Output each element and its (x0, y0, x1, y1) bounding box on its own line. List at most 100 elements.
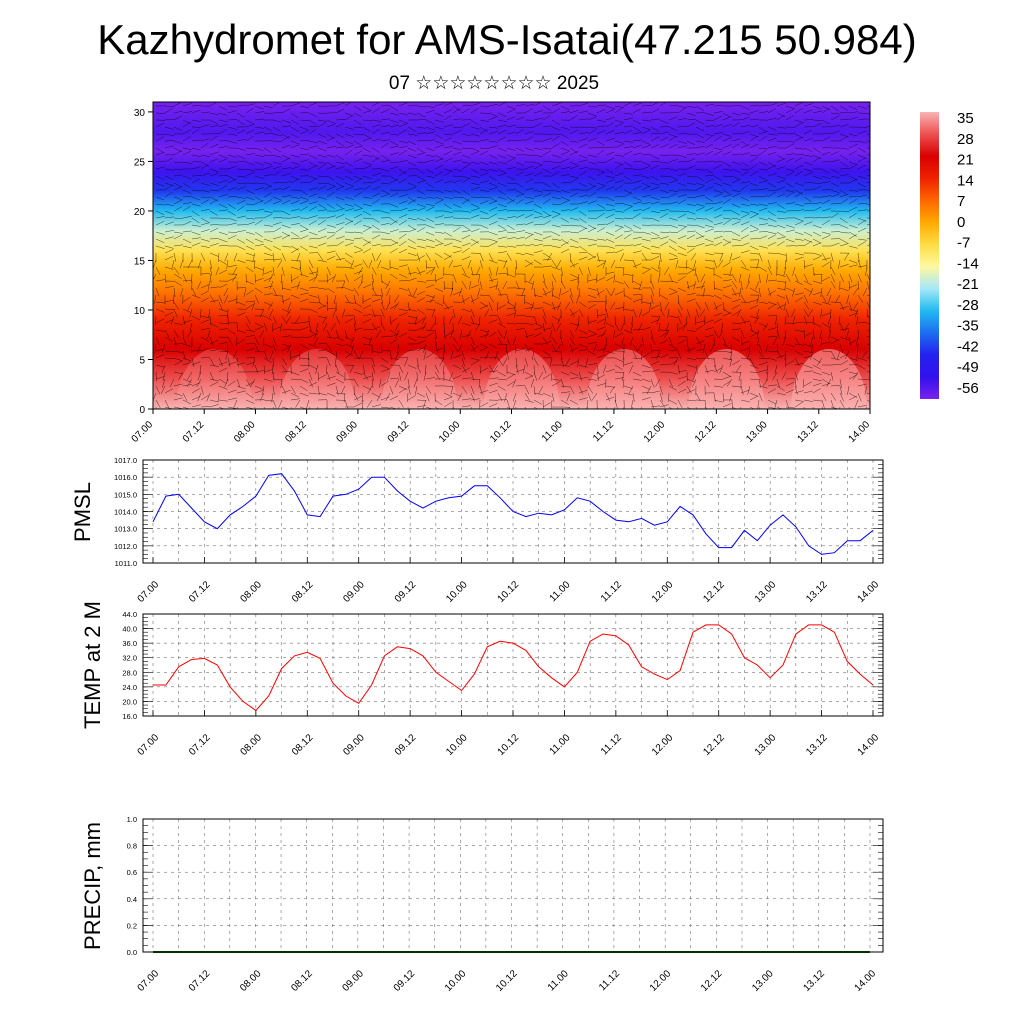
wind-barb (524, 231, 534, 236)
wind-barb (380, 322, 386, 332)
wind-barb (443, 133, 453, 136)
wind-barb (866, 161, 870, 163)
wind-barb (596, 223, 606, 226)
wind-barb (569, 115, 578, 121)
wind-barb (497, 168, 507, 174)
wind-barb (362, 227, 371, 233)
wind-barb (353, 294, 357, 304)
wind-barb (866, 315, 870, 317)
wind-barb (218, 231, 228, 236)
wind-barb (254, 343, 260, 353)
wind-barb (785, 294, 789, 304)
wind-barb (578, 217, 587, 224)
wind-barb (630, 399, 634, 409)
wind-barb (560, 167, 570, 170)
wind-barb (668, 258, 678, 261)
wind-barb (704, 228, 714, 233)
wind-barb (470, 175, 480, 178)
wind-barb (200, 315, 210, 319)
wind-barb (263, 357, 272, 363)
wind-barb (272, 315, 277, 325)
wind-barb (461, 164, 470, 170)
wind-barb (263, 224, 273, 227)
wind-barb (164, 107, 173, 114)
wind-barb (317, 154, 327, 158)
wind-barb (308, 206, 317, 212)
wind-barb (614, 180, 624, 184)
wind-barb (330, 322, 337, 331)
wind-barb (857, 154, 867, 159)
wind-barb (295, 399, 301, 408)
wind-barb (200, 196, 211, 198)
wind-barb (658, 322, 661, 332)
wind-barb (252, 252, 256, 262)
wind-barb (290, 140, 300, 145)
wind-barb (722, 116, 732, 121)
wind-barb (866, 322, 870, 325)
wind-barb (515, 147, 525, 152)
wind-barb (784, 329, 787, 339)
wind-barb (650, 378, 655, 388)
wind-barb (650, 186, 660, 191)
wind-barb (452, 179, 462, 184)
wind-barb (695, 126, 705, 132)
wind-barb (722, 285, 732, 289)
wind-barb (603, 364, 607, 374)
wind-barb (308, 371, 313, 381)
wind-barb (317, 315, 327, 319)
wind-barb (668, 287, 678, 293)
wind-barb (803, 287, 813, 293)
wind-barb (434, 164, 444, 170)
wind-barb (506, 294, 510, 304)
wind-barb (299, 266, 303, 276)
wind-barb (317, 185, 327, 191)
wind-barb (308, 329, 317, 336)
y-tick-label: 20.0 (122, 697, 137, 706)
wind-barb (812, 185, 822, 191)
wind-barb (848, 144, 858, 149)
wind-barb (515, 171, 524, 177)
wind-barb (254, 278, 264, 282)
wind-barb (173, 186, 183, 191)
wind-barb (434, 347, 444, 352)
wind-barb (236, 329, 246, 334)
wind-barb (362, 137, 372, 142)
wind-barb (218, 322, 229, 324)
wind-barb (587, 363, 597, 366)
wind-barb (803, 381, 813, 387)
wind-barb (704, 350, 709, 360)
wind-barb (254, 322, 264, 328)
wind-barb (497, 172, 507, 177)
wind-barb (515, 384, 526, 387)
wind-barb (614, 291, 624, 296)
wind-barb (596, 171, 605, 177)
wind-barb (227, 277, 237, 282)
wind-barb (497, 357, 503, 366)
wind-barb (452, 273, 457, 283)
wind-barb (389, 315, 392, 325)
wind-barb (316, 406, 319, 409)
wind-barb (470, 214, 480, 219)
wind-barb (731, 299, 741, 303)
wind-barb (758, 385, 768, 389)
wind-barb (569, 129, 579, 135)
wind-barb (839, 154, 848, 160)
wind-barb (794, 399, 804, 402)
wind-barb (299, 126, 309, 131)
wind-barb (389, 217, 398, 224)
wind-barb (641, 161, 651, 166)
wind-barb (407, 182, 417, 187)
wind-barb (254, 154, 264, 157)
wind-barb (182, 202, 192, 205)
wind-barb (812, 156, 821, 163)
wind-barb (830, 151, 840, 156)
diurnal-warm-cell (791, 349, 868, 409)
wind-barb (533, 210, 543, 215)
wind-barb (351, 343, 355, 353)
wind-barb (200, 290, 210, 296)
wind-barb (398, 280, 409, 282)
wind-barb (443, 364, 445, 375)
wind-barb (227, 397, 237, 401)
wind-barb (596, 119, 606, 122)
wind-barb (191, 147, 201, 151)
